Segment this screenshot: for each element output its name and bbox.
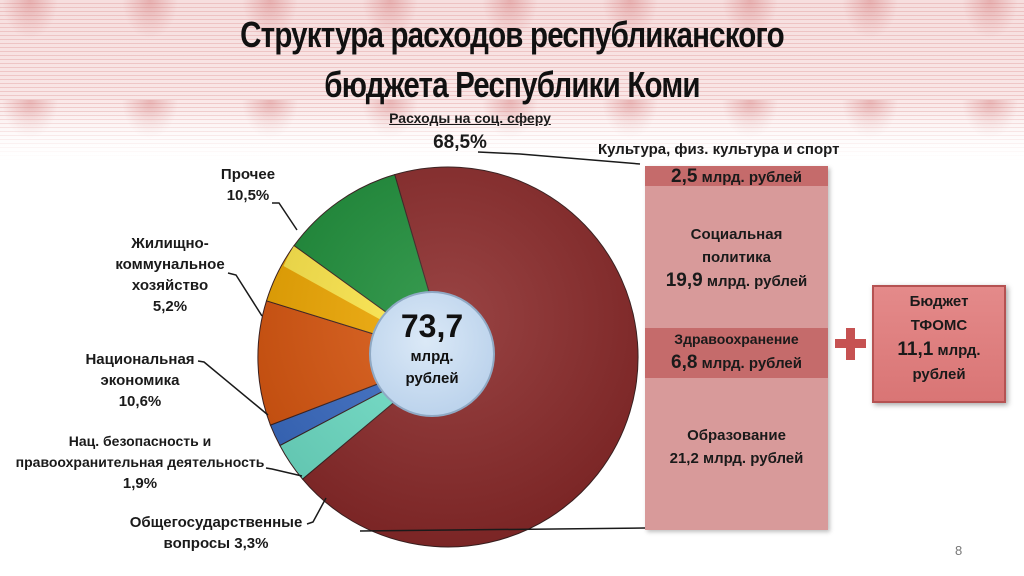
education-unit: млрд. рублей	[703, 450, 804, 467]
label-housing-percent: 5,2%	[152, 298, 188, 315]
tfoms-unit2: рублей	[912, 366, 966, 383]
tfoms-unit1: млрд.	[937, 342, 981, 359]
label-housing-line2: коммунальное	[115, 256, 225, 273]
total-value: 73,7	[400, 308, 464, 344]
culture-band	[645, 166, 828, 186]
decorative-background-pattern	[0, 0, 1024, 160]
culture-caption: Культура, физ. культура и спорт	[598, 141, 840, 158]
label-economy: Национальная экономика 10,6%	[70, 349, 210, 412]
leader-economy	[197, 360, 269, 416]
tfoms-budget-box: Бюджет ТФОМС 11,1 млрд. рублей	[872, 285, 1006, 403]
tfoms-amount: 11,1	[897, 339, 934, 360]
education-caption: Образование	[687, 427, 786, 444]
label-security-line1: Нац. безопасность и	[68, 433, 212, 449]
health-caption: Здравоохранение	[674, 331, 799, 347]
social-policy-block: Социальная политика 19,9 млрд. рублей	[645, 223, 828, 293]
tfoms-line2: ТФОМС	[910, 317, 968, 334]
label-other-name: Прочее	[220, 166, 276, 183]
label-economy-line1: Национальная	[85, 351, 195, 368]
label-economy-line2: экономика	[100, 372, 180, 389]
culture-amount: 2,5	[671, 166, 698, 187]
leader-housing	[227, 272, 263, 317]
culture-unit: млрд. рублей	[701, 169, 802, 186]
label-other: Прочее 10,5%	[208, 164, 288, 206]
label-other-percent: 10,5%	[226, 187, 270, 204]
label-economy-percent: 10,6%	[118, 393, 162, 410]
social-policy-line2: политика	[701, 249, 772, 266]
social-policy-unit: млрд. рублей	[706, 273, 808, 290]
label-security-line2: правоохранительная деятельность	[15, 454, 265, 470]
label-security-percent: 1,9%	[122, 475, 158, 492]
social-policy-line1: Социальная	[690, 226, 783, 243]
social-breakdown-panel: 2,5 млрд. рублей Социальная политика 19,…	[645, 166, 828, 530]
social-sphere-caption: Расходы на соц. сферу	[389, 110, 551, 126]
plus-icon-horizontal	[835, 339, 866, 348]
health-amount: 6,8	[671, 352, 698, 373]
education-block: Образование 21,2 млрд. рублей	[645, 424, 828, 470]
donut-center	[369, 291, 495, 417]
label-housing-line1: Жилищно-	[131, 235, 209, 252]
total-unit-line2: рублей	[405, 370, 459, 387]
label-security: Нац. безопасность и правоохранительная д…	[12, 431, 268, 494]
tfoms-line1: Бюджет	[909, 293, 969, 310]
leader-security	[265, 467, 303, 477]
health-unit: млрд. рублей	[701, 355, 802, 372]
page-title-line1: Структура расходов республиканского	[240, 14, 784, 55]
page-title-line2: бюджета Республики Коми	[324, 64, 700, 105]
label-housing: Жилищно- коммунальное хозяйство 5,2%	[100, 233, 240, 317]
culture-value: 2,5 млрд. рублей	[645, 165, 828, 189]
label-general-line1: Общегосударственные	[129, 514, 303, 531]
label-general: Общегосударственные вопросы 3,3%	[118, 512, 314, 554]
label-housing-line3: хозяйство	[131, 277, 209, 294]
total-unit-line1: млрд.	[410, 348, 454, 365]
health-band	[645, 328, 828, 378]
social-policy-amount: 19,9	[665, 270, 703, 291]
education-amount: 21,2	[669, 450, 699, 467]
leader-general	[306, 497, 327, 525]
total-center-label: 73,7 млрд. рублей	[372, 306, 492, 390]
social-sphere-percent: 68,5%	[433, 132, 487, 153]
leader-social	[477, 151, 641, 165]
leader-social-bottom	[359, 527, 646, 532]
leader-other	[272, 202, 298, 231]
label-general-line2: вопросы 3,3%	[163, 535, 269, 552]
page-number: 8	[955, 543, 963, 558]
health-block: Здравоохранение 6,8 млрд. рублей	[645, 328, 828, 375]
